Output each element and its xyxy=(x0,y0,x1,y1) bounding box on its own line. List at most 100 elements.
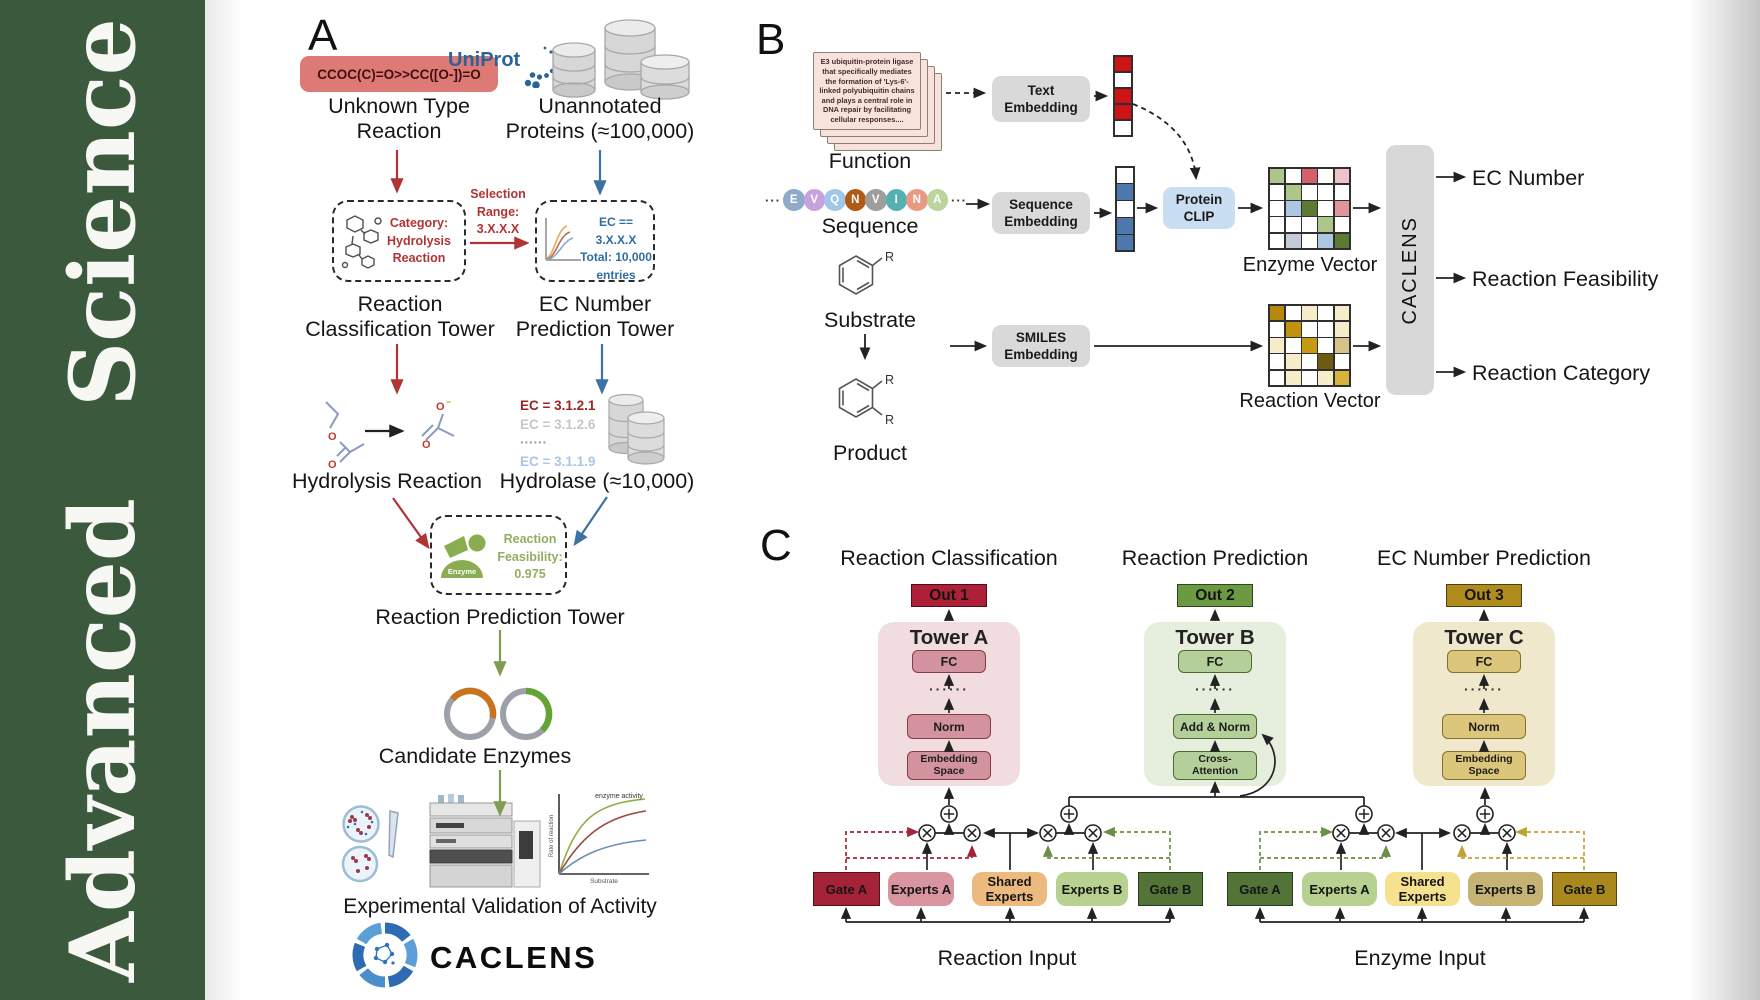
tower-box-fc: FC xyxy=(1178,650,1252,673)
activity-graph-icon: enzyme activity Rate of reaction Substra… xyxy=(549,793,649,885)
output-reaction-category: Reaction Category xyxy=(1472,361,1651,385)
out-box-2: Out 2 xyxy=(1177,584,1253,607)
matrix-cell xyxy=(1285,338,1301,353)
reaction-vector-label: Reaction Vector xyxy=(1239,390,1381,412)
hydrolysis-reaction-label: Hydrolysis Reaction xyxy=(292,469,482,493)
ec-tower-line2: Prediction Tower xyxy=(515,317,675,341)
matrix-cell xyxy=(1285,217,1301,233)
protein-clip-line1: Protein xyxy=(1175,192,1223,207)
graph-title: enzyme activity xyxy=(595,793,643,800)
tower-title: Tower B xyxy=(1175,626,1255,649)
input-label-1: Reaction Input xyxy=(937,946,1077,970)
matrix-cell xyxy=(1285,305,1301,321)
plasmids-icon xyxy=(444,687,553,740)
unknown-reaction-label: Unknown Type Reaction xyxy=(299,94,499,144)
matrix-cell xyxy=(1334,233,1350,249)
sequence-label: Sequence xyxy=(821,214,919,238)
matrix-cell xyxy=(1302,184,1317,200)
smiles-reaction-box: CCOC(C)=O>>CC([O-])=O xyxy=(300,56,498,92)
matrix-cell xyxy=(1318,338,1334,353)
experts-b-1: Experts B xyxy=(1056,872,1128,906)
matrix-cell xyxy=(1318,354,1334,370)
feasibility-line3: 0.975 xyxy=(514,567,546,581)
product-r2-label: R xyxy=(885,413,894,427)
molecule-scribble-icon xyxy=(341,215,382,269)
feasibility-dashed-box xyxy=(430,515,567,595)
enzyme-vector-label: Enzyme Vector xyxy=(1242,254,1378,276)
vector-cell xyxy=(1114,72,1132,88)
matrix-cell xyxy=(1285,184,1301,200)
column-title-2: Reaction Prediction xyxy=(1121,546,1309,570)
graph-xlabel: Substrate xyxy=(590,878,618,885)
prediction-tower-label: Reaction Prediction Tower xyxy=(375,605,625,629)
residue-circle: V xyxy=(865,189,887,211)
matrix-cell xyxy=(1269,354,1285,370)
smiles-embedding-box: SMILES Embedding xyxy=(992,325,1090,367)
matrix-cell xyxy=(1334,354,1350,370)
candidate-enzymes-label: Candidate Enzymes xyxy=(378,744,572,768)
tower-box-fc: FC xyxy=(1447,650,1521,673)
shared-experts-1: Shared Experts xyxy=(972,872,1047,906)
function-card-text: E3 ubiquitin-protein ligase that specifi… xyxy=(819,57,915,125)
matrix-cell xyxy=(1269,201,1285,216)
text-embedding-line1: Text xyxy=(1027,83,1055,98)
matrix-cell xyxy=(1285,370,1301,386)
residue-circle: E xyxy=(783,189,805,211)
matrix-cell xyxy=(1334,217,1350,233)
product-molecule: R R xyxy=(838,373,894,427)
vector-cell xyxy=(1116,201,1134,217)
residue-circle: N xyxy=(844,189,866,211)
out-box-3: Out 3 xyxy=(1446,584,1522,607)
unannotated-proteins-label: Unannotated Proteins (≈100,000) xyxy=(480,94,720,144)
tower-dots: ······ xyxy=(929,681,969,697)
matrix-cell xyxy=(1318,217,1334,233)
journal-sidebar: Advanced Science xyxy=(0,0,205,1000)
sequence-ellipsis: ··· xyxy=(765,192,781,208)
substrate-r-label: R xyxy=(885,250,894,264)
hydrolysis-molecules: O O O O − xyxy=(325,397,455,470)
sequence-embedding-line2: Embedding xyxy=(1004,214,1078,229)
selection-line1: Selection xyxy=(470,187,526,201)
output-ec-number: EC Number xyxy=(1472,166,1585,190)
residue-circle: N xyxy=(906,189,928,211)
sequence-ellipsis: ··· xyxy=(951,192,967,208)
matrix-cell xyxy=(1302,168,1317,184)
ec-dashed-box xyxy=(535,200,655,282)
tower-title: Tower C xyxy=(1444,626,1524,649)
substrate-label: Substrate xyxy=(823,308,917,332)
tower-dots: ······ xyxy=(1195,681,1235,697)
matrix-cell xyxy=(1318,305,1334,321)
tower-box-fc: FC xyxy=(912,650,986,673)
caclens-logo-icon xyxy=(352,922,418,988)
caclens-bar: CACLENS xyxy=(1386,145,1434,395)
matrix-cell xyxy=(1302,321,1317,337)
matrix-cell xyxy=(1318,168,1334,184)
matrix-cell xyxy=(1269,338,1285,353)
tower-box-norm: Add & Norm xyxy=(1173,714,1257,739)
hydrolase-label: Hydrolase (≈10,000) xyxy=(499,469,695,493)
experts-b-2: Experts B xyxy=(1468,872,1543,906)
vector-cell xyxy=(1114,56,1132,72)
vector-cell xyxy=(1114,104,1132,120)
classification-dashed-box xyxy=(332,200,466,282)
residue-circle: V xyxy=(803,189,825,211)
matrix-cell xyxy=(1285,233,1301,249)
text-embedding-vector xyxy=(1113,55,1133,137)
matrix-cell xyxy=(1334,370,1350,386)
classification-tower-label: Reaction Classification Tower xyxy=(300,292,500,342)
ec-list-item: EC = 3.1.1.9 xyxy=(520,453,596,469)
ec-box-line1: EC == 3.X.X.X xyxy=(595,215,637,247)
ec-box-line2: Total: 10,000 xyxy=(580,250,652,264)
shared-experts-2: Shared Experts xyxy=(1385,872,1460,906)
caclens-bar-text: CACLENS xyxy=(1398,215,1421,325)
selection-line3: 3.X.X.X xyxy=(476,222,520,236)
ec-list-item: EC = 3.1.2.6 xyxy=(520,416,596,432)
matrix-cell xyxy=(1318,233,1334,249)
ec-list: EC = 3.1.2.1 EC = 3.1.2.6 ······ EC = 3.1.1… xyxy=(520,397,606,471)
page-left-fade xyxy=(205,0,243,1000)
matrix-cell xyxy=(1269,168,1285,184)
caclens-logo-text: CACLENS xyxy=(430,940,598,975)
classification-line1: Category: xyxy=(389,216,449,230)
vector-cell xyxy=(1114,88,1132,104)
hydrolase-database-icon xyxy=(608,393,665,465)
